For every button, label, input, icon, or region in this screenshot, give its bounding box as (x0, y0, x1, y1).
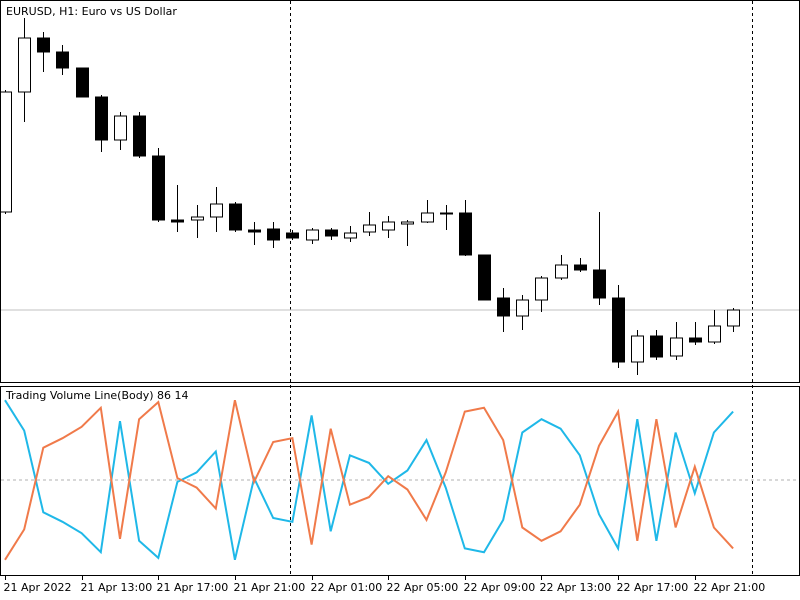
candle-body (670, 337, 683, 357)
x-tick-label: 21 Apr 21:00 (234, 581, 306, 594)
main-panel-frame (0, 0, 800, 383)
candle-body (171, 219, 184, 223)
x-tick-label: 22 Apr 09:00 (464, 581, 536, 594)
indicator-panel (1, 399, 799, 561)
candle-body (363, 224, 376, 233)
indicator-panel-frame (0, 386, 800, 576)
candle-body (382, 221, 395, 231)
candle-body (152, 155, 165, 221)
candle-body (344, 232, 357, 239)
candle-body (56, 51, 69, 69)
indicator-title: Trading Volume Line(Body) 86 14 (5, 389, 189, 402)
x-tick-label: 22 Apr 21:00 (694, 581, 766, 594)
x-tick-label: 21 Apr 17:00 (157, 581, 229, 594)
candle-body (306, 229, 319, 241)
candle-body (708, 325, 721, 343)
x-tick-label: 22 Apr 17:00 (617, 581, 689, 594)
candle-body (612, 297, 625, 363)
x-tick-label: 22 Apr 01:00 (311, 581, 383, 594)
candle-body (535, 277, 548, 301)
x-tick-label: 21 Apr 2022 (4, 581, 72, 594)
candle-body (593, 269, 606, 299)
candle-body (286, 232, 299, 239)
x-tick-label: 22 Apr 13:00 (540, 581, 612, 594)
candle-body (18, 37, 31, 93)
candle-body (421, 212, 434, 223)
candle-body (497, 297, 510, 317)
x-tick-label: 21 Apr 13:00 (81, 581, 153, 594)
x-tick-label: 22 Apr 05:00 (387, 581, 459, 594)
candle-body (37, 37, 50, 53)
candle-body (210, 203, 223, 218)
candle-body (727, 309, 740, 327)
candle-body (1, 91, 12, 213)
candle-body (555, 264, 568, 279)
indicator-value: 86 (157, 389, 171, 402)
candle-body (95, 96, 108, 141)
candle-body (114, 115, 127, 141)
price-panel (1, 18, 799, 375)
candle-body (401, 221, 414, 225)
indicator-name: Trading Volume Line(Body) (5, 389, 154, 402)
candle-body (267, 228, 280, 241)
candle-body (76, 67, 89, 98)
candle-body (689, 337, 702, 343)
candle-body (650, 335, 663, 358)
candle-body (459, 212, 472, 256)
candle-body (325, 229, 338, 237)
candle-body (574, 264, 587, 271)
candle-body (631, 335, 644, 363)
candle-body (440, 212, 453, 215)
candle-body (191, 216, 204, 221)
candle-body (478, 254, 491, 301)
candle-body (133, 115, 146, 157)
indicator-line (4, 399, 734, 561)
indicator-value: 14 (175, 389, 189, 402)
candle-body (516, 299, 529, 317)
indicator-line (4, 399, 734, 561)
candle-body (248, 229, 261, 233)
candle-body (229, 203, 242, 231)
time-axis: 21 Apr 2022 21 Apr 13:00 21 Apr 17:00 21 Ap… (4, 576, 766, 594)
chart-title: EURUSD, H1: Euro vs US Dollar (6, 5, 177, 18)
